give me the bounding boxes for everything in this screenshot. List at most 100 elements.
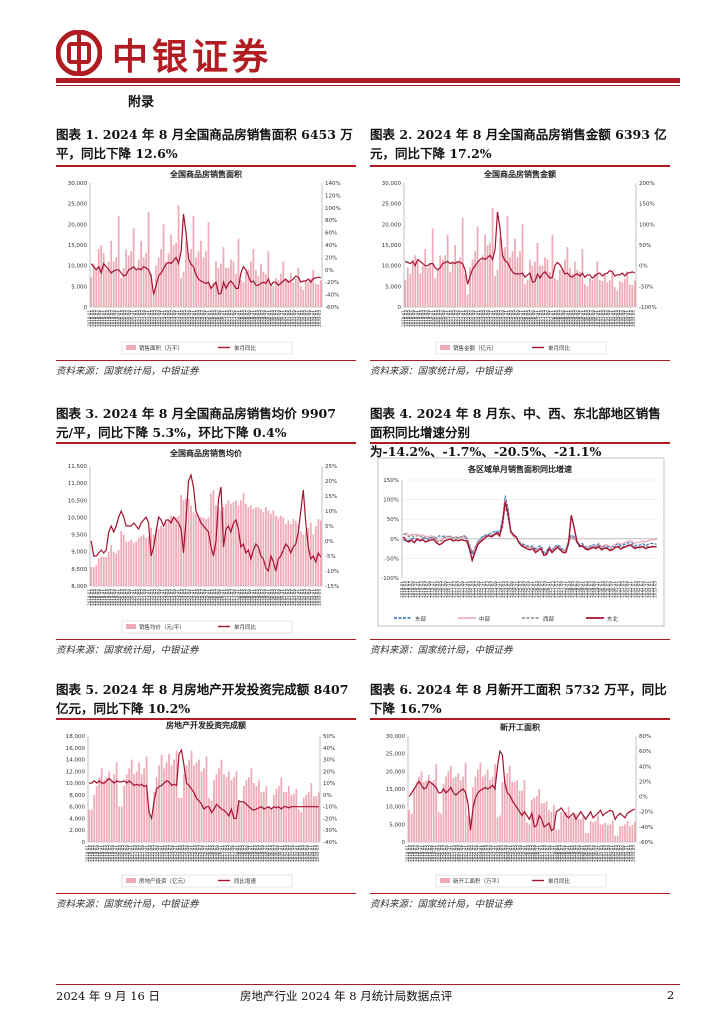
x-axis-tick-label: 2021-07 xyxy=(140,310,145,327)
x-axis-tick-label: 2023-05 xyxy=(167,589,172,606)
x-axis-tick-label: 2032-09 xyxy=(621,310,626,327)
x-axis-tick-label: 2021-05 xyxy=(135,845,140,862)
x-axis-tick-label: 2020-09 xyxy=(127,589,132,606)
x-axis-tick-label: 2028-03 xyxy=(239,589,244,606)
x-axis-tick-label: 2021-03 xyxy=(133,845,138,862)
bar xyxy=(130,251,133,307)
bar xyxy=(137,259,140,307)
bar xyxy=(516,257,519,307)
x-axis-tick-label: 2030-09 xyxy=(275,845,280,862)
left-axis-tick-label: 30,000 xyxy=(68,181,88,187)
x-axis-tick-label: 2032-11 xyxy=(307,845,312,862)
right-axis-tick-label: 100% xyxy=(639,222,655,228)
bar xyxy=(624,824,626,842)
x-axis-tick-label: 2031-03 xyxy=(284,310,289,327)
bar xyxy=(274,515,277,586)
x-axis-tick-label: 2032-05 xyxy=(636,581,641,598)
x-axis-tick-label: 2020-09 xyxy=(125,845,130,862)
left-axis-tick-label: 8,000 xyxy=(71,584,87,590)
bar xyxy=(215,505,217,586)
bar xyxy=(142,257,145,307)
x-axis-tick-label: 2021-07 xyxy=(140,589,145,606)
right-axis-tick-label: 40% xyxy=(639,764,651,770)
bar xyxy=(145,538,148,586)
bar xyxy=(511,251,514,307)
x-axis-tick-label: 2022-09 xyxy=(474,845,479,862)
x-axis-tick-label: 2030-03 xyxy=(269,589,274,606)
bar xyxy=(530,799,533,842)
x-axis-tick-label: 2023-11 xyxy=(173,845,178,862)
bar xyxy=(317,792,320,842)
figure-2-top-rule xyxy=(370,165,670,167)
right-axis-tick-label: 20% xyxy=(639,779,651,785)
x-axis-tick-label: 2022-09 xyxy=(157,589,162,606)
x-axis-tick-label: 2018-07 xyxy=(95,310,100,327)
bar xyxy=(120,531,123,586)
bar xyxy=(440,813,442,842)
right-axis-tick-label: -20% xyxy=(325,280,339,286)
x-axis-tick-label: 2023-09 xyxy=(172,310,177,327)
x-axis-tick-label: 2018-03 xyxy=(90,310,95,327)
x-axis-tick-label: 2030-07 xyxy=(588,310,593,327)
x-axis-tick-label: 2023-09 xyxy=(170,845,175,862)
x-axis-tick-label: 2025-03 xyxy=(195,589,200,606)
x-axis-tick-label: 2021-11 xyxy=(459,310,464,327)
x-axis-tick-label: 2027-09 xyxy=(232,310,237,327)
x-axis-tick-label: 2027-11 xyxy=(550,845,555,862)
y-axis-tick-label: -100% xyxy=(381,576,399,582)
bar xyxy=(115,257,118,307)
x-axis-tick-label: 2023-09 xyxy=(489,845,494,862)
bar xyxy=(242,493,245,586)
bar xyxy=(180,797,183,842)
legend-swatch-bars xyxy=(126,878,136,883)
bar xyxy=(152,294,155,307)
x-axis-tick-label: 2032-09 xyxy=(642,581,647,598)
right-axis-tick-label: 0% xyxy=(325,268,334,274)
x-axis-tick-label: 2029-05 xyxy=(572,845,577,862)
x-axis-tick-label: 2019-01 xyxy=(102,310,107,327)
x-axis-tick-label: 2018-01 xyxy=(399,581,404,598)
x-axis-tick-label: 2030-01 xyxy=(582,845,587,862)
bar xyxy=(431,228,434,307)
bar xyxy=(551,234,554,307)
y-axis-tick-label: 150% xyxy=(383,478,399,484)
bar xyxy=(496,817,499,842)
bar xyxy=(618,280,621,307)
x-axis-tick-label: 2020-07 xyxy=(439,310,444,327)
x-axis-tick-label: 2030-03 xyxy=(600,581,605,598)
x-axis-tick-label: 2033-03 xyxy=(628,310,633,327)
x-axis-tick-label: 2031-03 xyxy=(598,310,603,327)
x-axis-tick-label: 2025-11 xyxy=(202,845,207,862)
x-axis-tick-label: 2029-09 xyxy=(260,845,265,862)
bar xyxy=(294,278,297,307)
bar xyxy=(185,765,188,842)
x-axis-tick-label: 2018-03 xyxy=(408,845,413,862)
x-axis-tick-label: 2019-03 xyxy=(419,310,424,327)
x-axis-tick-label: 2024-03 xyxy=(178,845,183,862)
x-axis-tick-label: 2020-01 xyxy=(117,589,122,606)
bar xyxy=(621,282,624,307)
x-axis-tick-label: 2027-03 xyxy=(224,310,229,327)
x-axis-tick-label: 2025-03 xyxy=(509,310,514,327)
right-axis-tick-label: -40% xyxy=(325,293,339,299)
x-axis-tick-label: 2020-05 xyxy=(120,845,125,862)
bar xyxy=(546,259,549,307)
x-axis-tick-label: 2031-05 xyxy=(285,845,290,862)
x-axis-tick-label: 2022-07 xyxy=(155,589,160,606)
bar xyxy=(150,818,153,842)
bar xyxy=(267,806,270,842)
bar xyxy=(167,520,170,586)
bar xyxy=(112,261,115,307)
bar xyxy=(549,271,551,307)
bar xyxy=(245,503,247,586)
bar xyxy=(423,781,425,842)
figure-4-chart: 各区域单月销售面积同比增速 -100% -50% 0% 50% 100% 150% 2018-… xyxy=(377,457,665,627)
bar xyxy=(133,774,136,842)
bar xyxy=(602,824,604,842)
x-axis-tick-label: 2026-07 xyxy=(530,845,535,862)
x-axis-tick-label: 2026-03 xyxy=(523,310,528,327)
bar xyxy=(102,556,105,586)
x-axis-tick-label: 2025-05 xyxy=(513,845,518,862)
x-axis-tick-label: 2029-11 xyxy=(595,581,600,598)
bar xyxy=(287,786,290,842)
